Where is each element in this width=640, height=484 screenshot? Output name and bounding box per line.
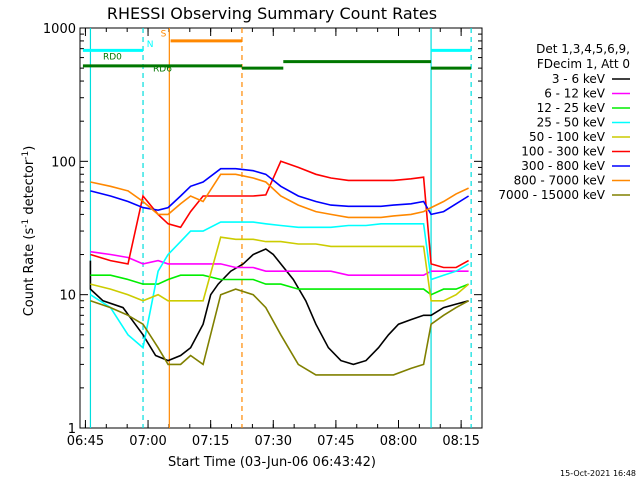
flag-annotation: S <box>161 30 167 40</box>
legend-entry-label: 6 - 12 keV <box>544 87 606 101</box>
flag-annotation: RD0 <box>103 53 122 63</box>
y-tick-label: 1000 <box>43 22 76 37</box>
y-axis-label: Count Rate (s-1 detector-1) <box>21 146 37 317</box>
y-axis-label-sup: -1 <box>21 219 31 228</box>
flag-annotation: RD6 <box>153 65 172 75</box>
y-axis-label-main: Count Rate (s <box>22 228 37 317</box>
y-axis-label-sup2: -1 <box>21 151 31 160</box>
y-tick-label: 100 <box>51 155 76 170</box>
chart-title: RHESSI Observing Summary Count Rates <box>107 4 437 23</box>
legend-header: FDecim 1, Att 0 <box>537 57 630 71</box>
legend-entry-label: 25 - 50 keV <box>537 116 606 130</box>
y-axis-label-close: ) <box>22 146 37 151</box>
series-line <box>90 274 469 296</box>
legend-entry-label: 12 - 25 keV <box>537 101 606 115</box>
x-axis-label: Start Time (03-Jun-06 06:43:42) <box>168 455 376 470</box>
legend-entry-label: 100 - 300 keV <box>521 145 605 159</box>
legend-entry-label: 800 - 7000 keV <box>514 174 606 188</box>
series-line <box>90 167 470 216</box>
series-line <box>89 248 469 366</box>
series-line <box>89 221 470 350</box>
x-tick-label: 06:45 <box>67 434 104 449</box>
x-tick-label: 08:15 <box>442 434 479 449</box>
footer-timestamp: 15-Oct-2021 16:48 <box>560 469 636 478</box>
x-tick-label: 08:00 <box>380 434 417 449</box>
legend: Det 1,3,4,5,6,9,FDecim 1, Att 03 - 6 keV… <box>498 42 630 202</box>
x-tick-label: 07:15 <box>192 434 229 449</box>
x-tick-label: 07:00 <box>129 434 166 449</box>
plot-area: 1 10 100 1000 06:45 07:00 07:15 07:30 07:45 08:00… <box>43 22 483 449</box>
legend-entry-label: 7000 - 15000 keV <box>498 188 605 202</box>
series-line <box>90 250 469 277</box>
y-axis-label-tail: detector <box>22 159 37 219</box>
plot-frame <box>79 27 483 429</box>
series-line <box>90 288 469 376</box>
legend-entry-label: 50 - 100 keV <box>529 130 606 144</box>
y-tick-label: 1 <box>68 422 76 437</box>
legend-entry-label: 3 - 6 keV <box>552 72 606 86</box>
x-tick-label: 07:45 <box>317 434 354 449</box>
legend-entry-label: 300 - 800 keV <box>521 159 605 173</box>
flag-annotation: N <box>147 40 154 50</box>
series-line <box>90 173 469 219</box>
series-line <box>90 160 469 269</box>
x-tick-label: 07:30 <box>255 434 292 449</box>
legend-header: Det 1,3,4,5,6,9, <box>536 42 630 56</box>
series-line <box>90 236 470 302</box>
y-tick-label: 10 <box>59 289 76 304</box>
